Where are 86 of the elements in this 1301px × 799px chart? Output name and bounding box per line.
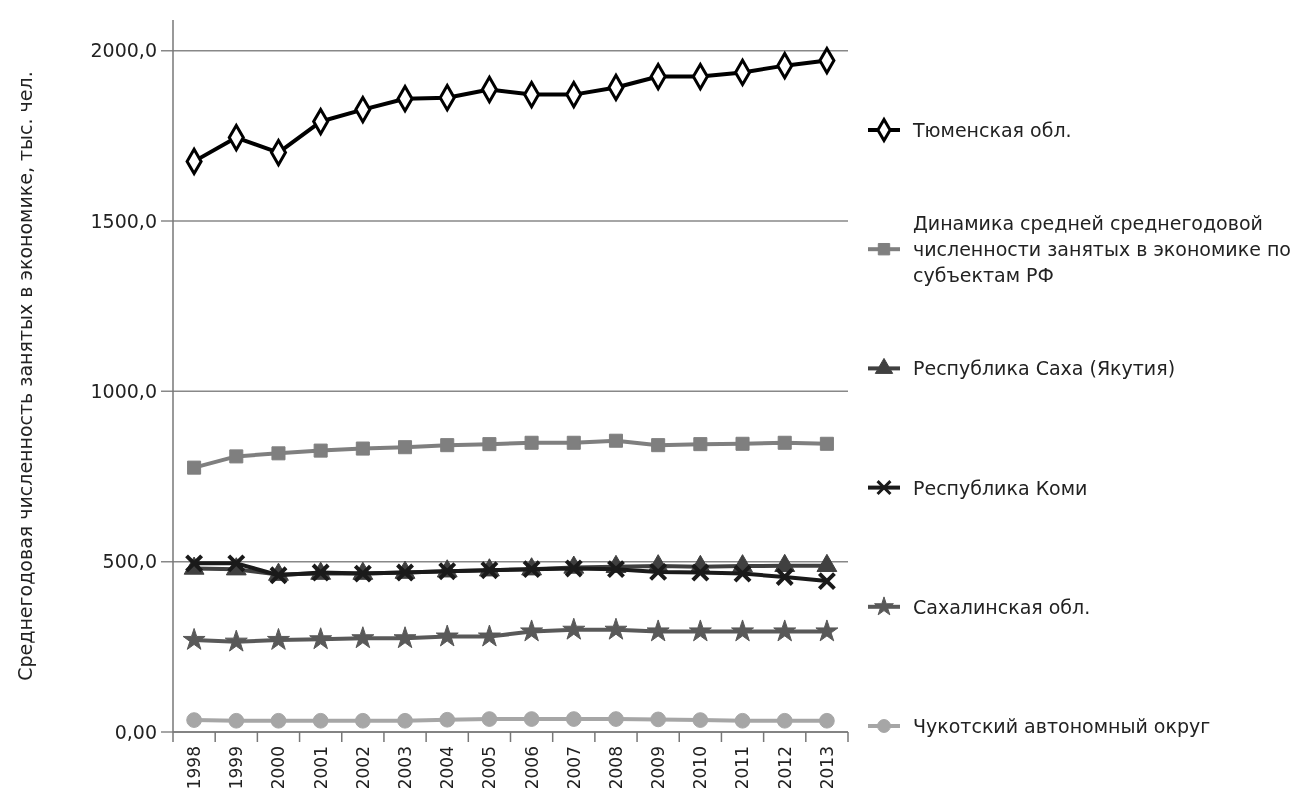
- y-tick-label: 1500,0: [90, 209, 157, 232]
- point: [564, 558, 584, 579]
- point: [477, 624, 501, 647]
- point: [819, 436, 834, 451]
- x-tick-label: 2004: [437, 746, 458, 790]
- point: [440, 438, 455, 453]
- x-tick-label: 2000: [268, 746, 289, 790]
- point: [224, 629, 248, 652]
- point: [735, 436, 750, 451]
- x-tick-label: 1999: [226, 746, 247, 790]
- point: [648, 562, 668, 582]
- y-tick-label: 2000,0: [90, 39, 157, 62]
- point: [732, 564, 753, 584]
- point: [481, 711, 498, 727]
- point: [397, 712, 413, 729]
- legend-label: Чукотский автономный округ: [913, 715, 1211, 737]
- point: [182, 627, 206, 650]
- legend-label: Республика Коми: [913, 476, 1088, 499]
- x-tick-label: 2012: [774, 746, 795, 790]
- y-tick-label: 1000,0: [90, 379, 157, 402]
- point: [523, 711, 540, 727]
- point: [606, 559, 626, 579]
- x-tick-label: 2005: [479, 746, 500, 790]
- point: [692, 712, 709, 728]
- point: [646, 619, 670, 642]
- point: [524, 435, 539, 450]
- point: [651, 438, 666, 453]
- point: [229, 449, 244, 464]
- point: [228, 712, 245, 729]
- point: [309, 627, 333, 650]
- point: [773, 619, 797, 642]
- point: [819, 712, 835, 729]
- x-tick-label: 1998: [184, 746, 205, 790]
- x-tick-label: 2007: [563, 746, 584, 790]
- x-tick-label: 2001: [310, 746, 331, 790]
- point: [351, 626, 375, 649]
- legend-label: Тюменская обл.: [912, 119, 1072, 141]
- y-axis-title: Среднегодовая численность занятых в экономике, тыс. чел.: [14, 71, 36, 681]
- point: [313, 443, 328, 458]
- point: [775, 567, 795, 587]
- point: [608, 433, 623, 448]
- point: [355, 441, 370, 456]
- point: [693, 437, 708, 452]
- point: [268, 565, 289, 585]
- point: [354, 712, 371, 729]
- point: [776, 712, 793, 729]
- y-tick-label: 500,0: [102, 550, 157, 573]
- point: [266, 627, 290, 650]
- point: [777, 435, 792, 450]
- y-tick-label: 0,00: [114, 720, 157, 743]
- x-tick-label: 2013: [816, 746, 837, 790]
- legend-label: Динамика средней среднегодовой численности занятых в экономике по субъектам РФ: [913, 212, 1291, 287]
- point: [482, 437, 497, 452]
- point: [566, 435, 581, 450]
- x-tick-label: 2008: [605, 746, 626, 790]
- legend-label: Республика Саха (Якутия): [913, 357, 1176, 380]
- point: [270, 712, 287, 729]
- point: [688, 619, 712, 642]
- point: [395, 563, 415, 583]
- point: [398, 440, 413, 455]
- point: [734, 712, 751, 729]
- legend-label: Сахалинская обл.: [913, 595, 1091, 618]
- point: [271, 446, 286, 461]
- x-tick-label: 2006: [521, 746, 542, 790]
- point: [439, 711, 456, 728]
- x-tick-label: 2010: [690, 746, 711, 790]
- point: [731, 619, 755, 642]
- point: [187, 460, 202, 475]
- point: [562, 617, 586, 640]
- x-tick-label: 2002: [352, 746, 373, 790]
- point: [815, 619, 839, 642]
- point: [393, 626, 417, 649]
- point: [604, 617, 628, 640]
- point: [690, 563, 710, 583]
- x-tick-label: 2003: [394, 746, 415, 790]
- x-tick-label: 2011: [732, 746, 753, 790]
- point: [353, 564, 373, 584]
- x-tick-label: 2009: [648, 746, 669, 790]
- point: [520, 619, 544, 642]
- point: [608, 711, 624, 727]
- point: [312, 712, 329, 729]
- point: [565, 711, 582, 727]
- point: [435, 624, 459, 647]
- point: [817, 571, 837, 591]
- point: [186, 712, 202, 728]
- point: [650, 711, 667, 728]
